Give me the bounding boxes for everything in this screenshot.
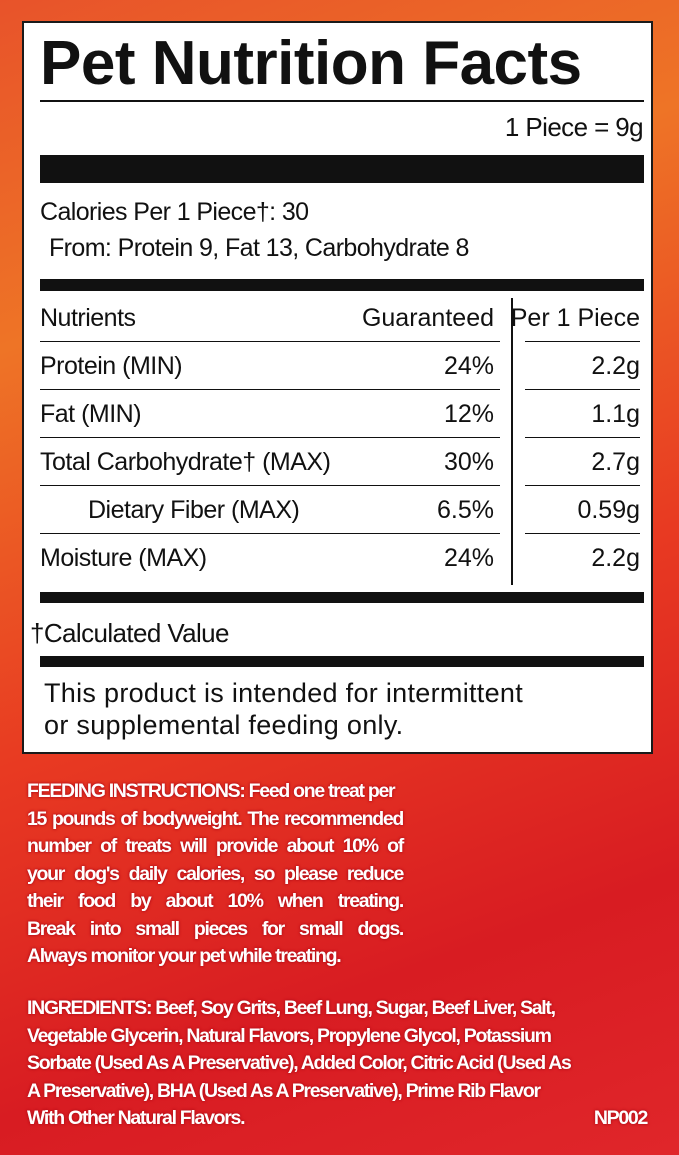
divider-thick xyxy=(40,155,644,183)
nutrition-facts-panel xyxy=(22,21,653,754)
divider-thick xyxy=(40,279,644,291)
nutrient-name: Total Carbohydrate† (MAX) xyxy=(40,448,331,476)
guaranteed-value: 6.5% xyxy=(437,496,494,524)
feeding-line: Always monitor your pet while treating. xyxy=(27,945,342,967)
divider-thin xyxy=(40,100,644,102)
feeding-line: your dog's daily calories, so please red… xyxy=(27,862,404,885)
ingredients-line: Beef, Soy Grits, Beef Lung, Sugar, Beef … xyxy=(151,997,556,1019)
product-code: NP002 xyxy=(593,1107,648,1129)
ingredients-line: With Other Natural Flavors. xyxy=(27,1107,245,1129)
feeding-line: number of treats will provide about 10% … xyxy=(27,835,404,857)
calories-line: Calories Per 1 Piece†: 30 xyxy=(40,198,309,226)
nutrient-name: Fat (MIN) xyxy=(40,400,142,428)
table-row: Total Carbohydrate† (MAX) 30% 2.7g xyxy=(40,438,640,486)
calories-from: From: Protein 9, Fat 13, Carbohydrate 8 xyxy=(49,234,469,262)
feeding-line: their food by about 10% when treating. xyxy=(27,890,404,912)
ingredients: INGREDIENTS: Beef, Soy Grits, Beef Lung,… xyxy=(27,995,648,1133)
ingredients-line: A Preservative), BHA (Used As A Preserva… xyxy=(27,1079,541,1102)
table-row: Dietary Fiber (MAX) 6.5% 0.59g xyxy=(40,486,640,534)
guaranteed-value: 24% xyxy=(443,544,494,572)
feeding-line: Feed one treat per xyxy=(244,780,396,802)
guaranteed-value: 12% xyxy=(443,400,494,428)
per-piece-value: 0.59g xyxy=(577,496,640,524)
feeding-line: 15 pounds of bodyweight. The recommended xyxy=(27,807,404,830)
ingredients-line: Vegetable Glycerin, Natural Flavors, Pro… xyxy=(27,1024,552,1047)
panel-title: Pet Nutrition Facts xyxy=(40,29,582,98)
nutrient-name: Protein (MIN) xyxy=(40,352,183,380)
per-piece-value: 2.2g xyxy=(591,544,640,572)
table-row: Protein (MIN) 24% 2.2g xyxy=(40,342,640,390)
table-row: Fat (MIN) 12% 1.1g xyxy=(40,390,640,438)
feeding-heading: FEEDING INSTRUCTIONS: xyxy=(27,780,246,802)
nutrient-name: Moisture (MAX) xyxy=(40,544,207,572)
guaranteed-value: 24% xyxy=(443,352,494,380)
per-piece-value: 1.1g xyxy=(591,400,640,428)
ingredients-line: Sorbate (Used As A Preservative), Added … xyxy=(27,1052,572,1074)
notice-line-1: This product is intended for intermitten… xyxy=(44,678,524,708)
nutrient-name: Dietary Fiber (MAX) xyxy=(88,496,300,524)
ingredients-heading: INGREDIENTS: xyxy=(27,997,152,1019)
per-piece-value: 2.7g xyxy=(591,448,640,476)
feeding-instructions: FEEDING INSTRUCTIONS: Feed one treat per… xyxy=(27,778,404,971)
divider-thick xyxy=(40,656,644,667)
guaranteed-value: 30% xyxy=(443,448,494,476)
notice-line-2: or supplemental feeding only. xyxy=(44,710,404,740)
footnote: †Calculated Value xyxy=(30,618,230,648)
header-guaranteed: Guaranteed xyxy=(361,304,494,332)
serving-size: 1 Piece = 9g xyxy=(504,112,644,142)
per-piece-value: 2.2g xyxy=(591,352,640,380)
table-row: Moisture (MAX) 24% 2.2g xyxy=(40,534,640,582)
table-header: Nutrients Guaranteed Per 1 Piece xyxy=(40,294,640,342)
divider-thick xyxy=(40,592,644,603)
header-per-piece: Per 1 Piece xyxy=(510,304,640,332)
column-divider xyxy=(511,298,513,585)
header-nutrients: Nutrients xyxy=(40,304,136,332)
feeding-line: Break into small pieces for small dogs. xyxy=(27,917,404,940)
